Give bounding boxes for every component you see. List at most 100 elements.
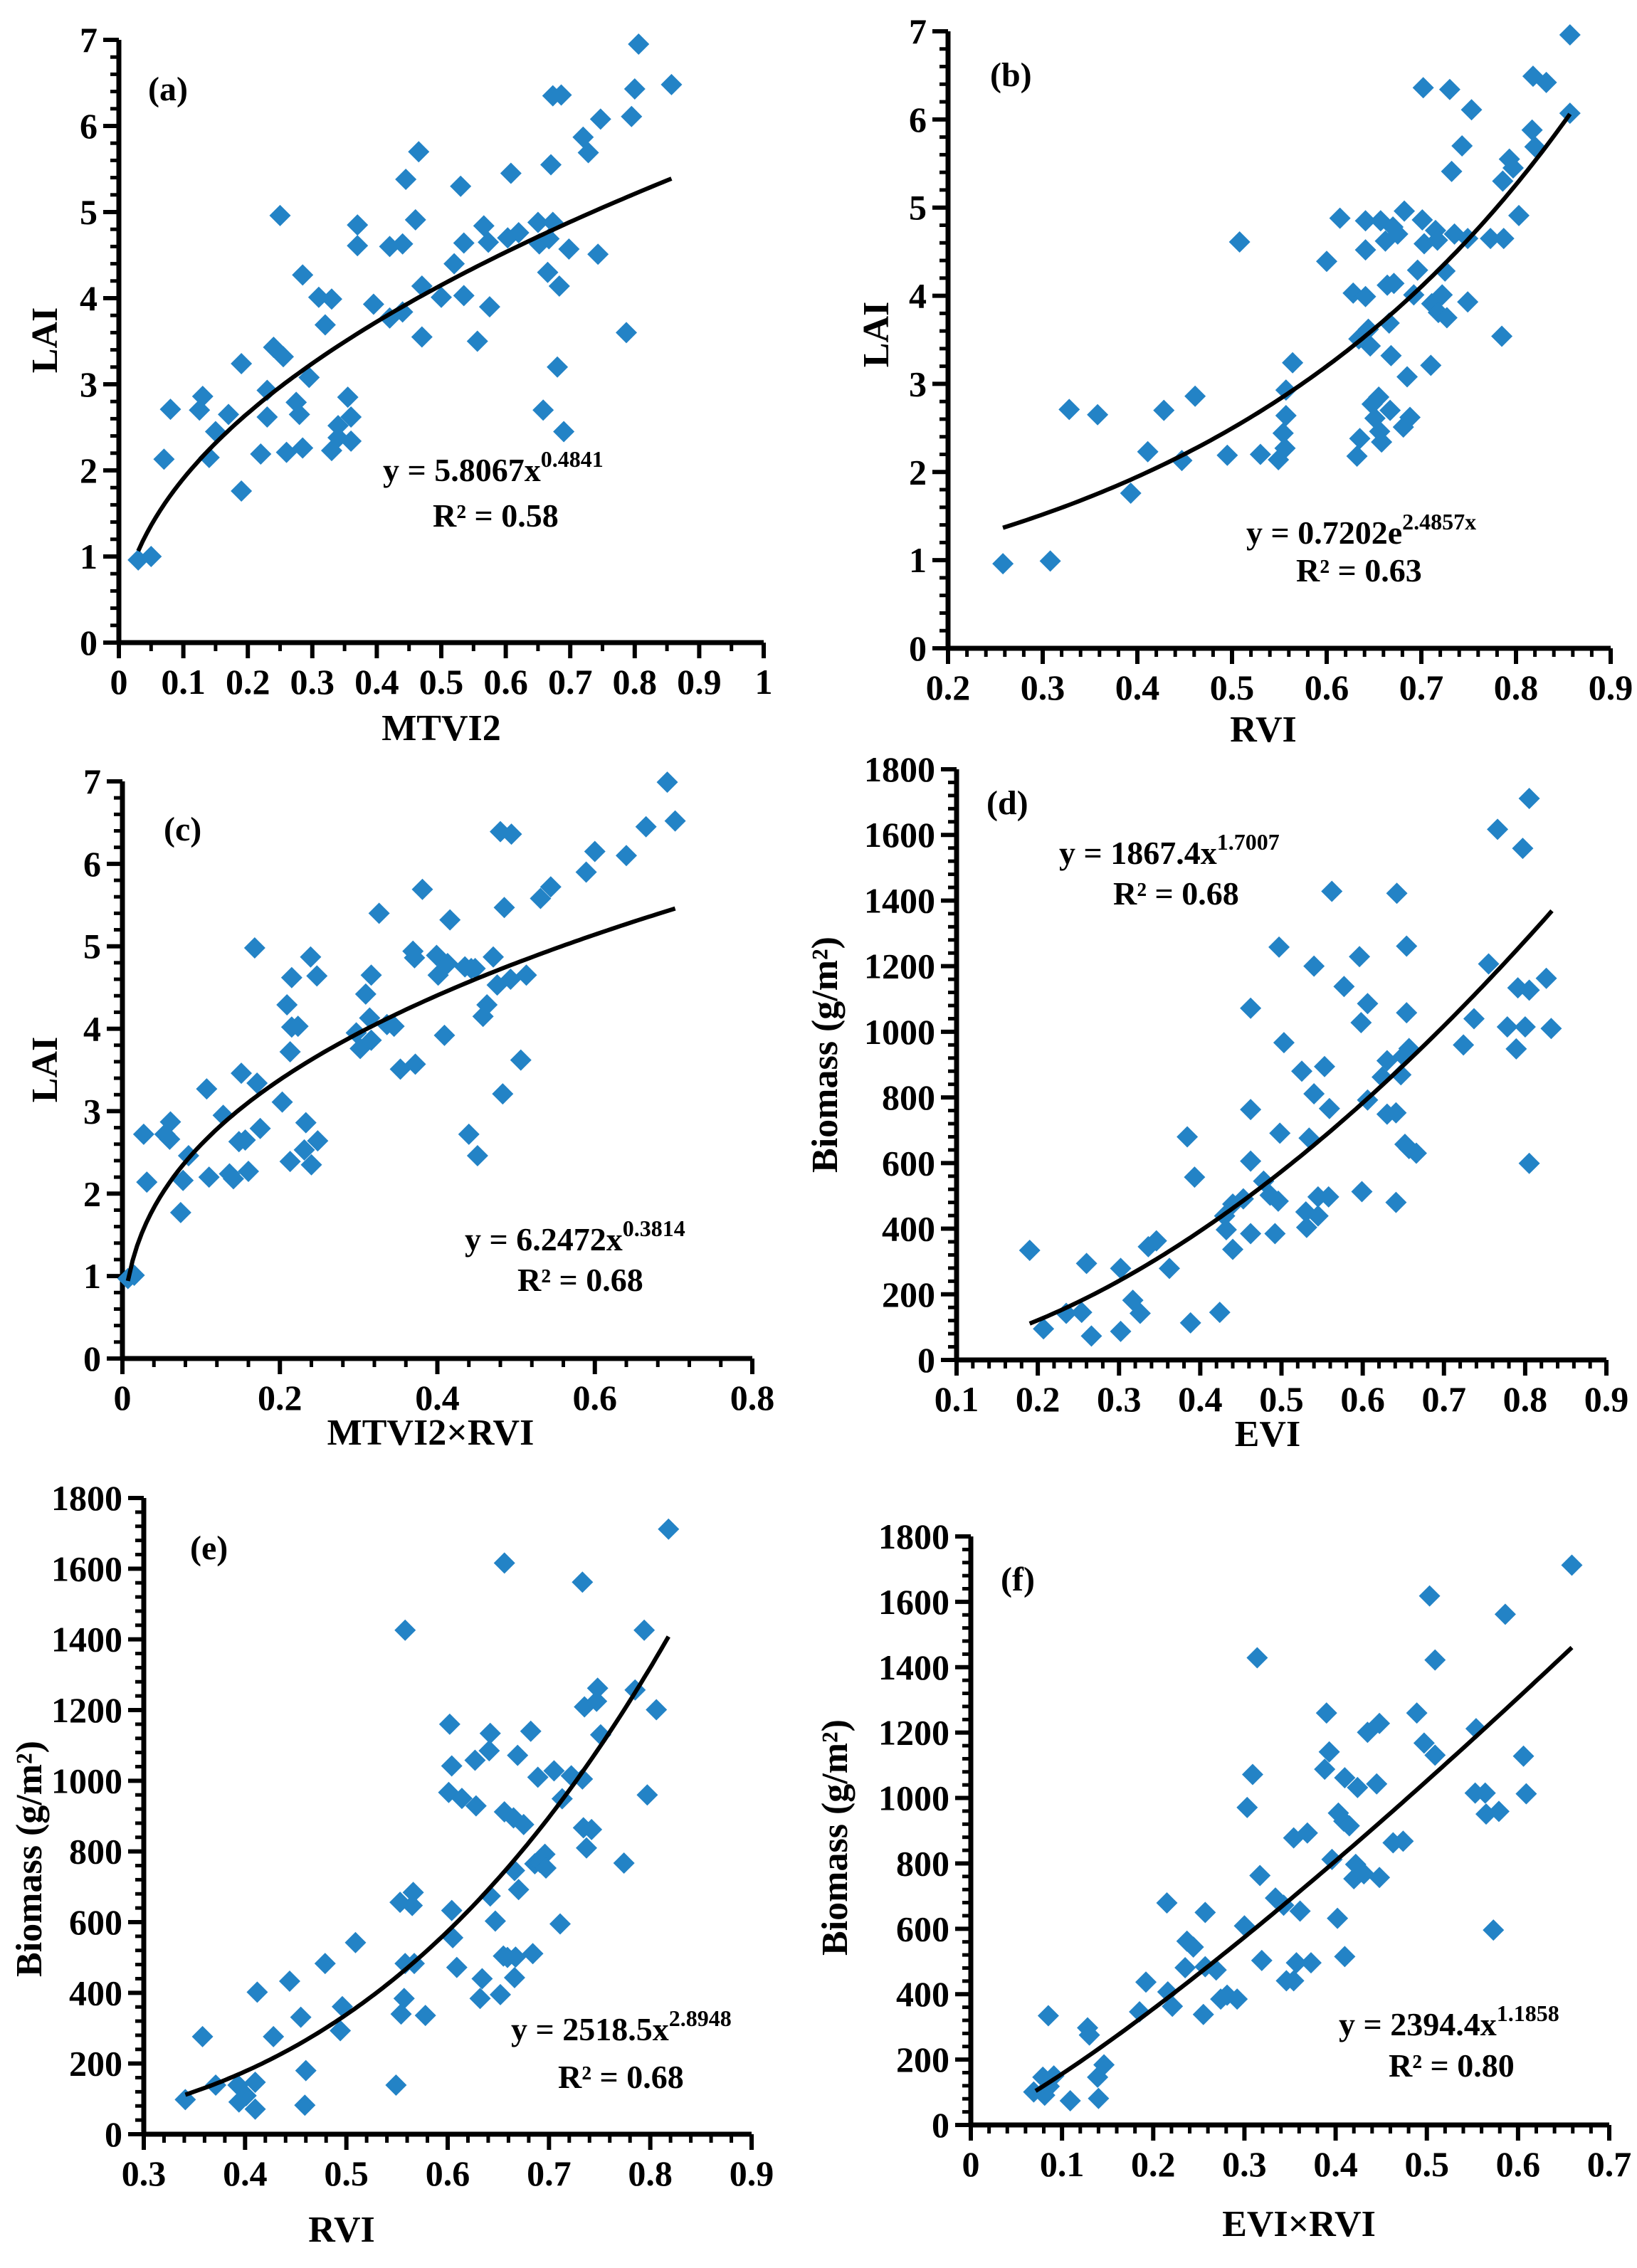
data-point [344, 1931, 367, 1953]
data-point [527, 1766, 549, 1788]
data-point [1058, 399, 1080, 421]
data-point [1376, 1050, 1398, 1072]
data-point [505, 1946, 527, 1968]
data-point [1018, 1239, 1041, 1261]
y-tick-label: 1600 [864, 815, 935, 855]
data-point [1315, 1702, 1337, 1724]
equation-base: y = 0.7202e [1246, 515, 1402, 551]
equation-exponent: 1.1858 [1497, 2000, 1559, 2026]
data-point [466, 330, 488, 352]
trend-line [136, 176, 673, 552]
data-point [271, 1091, 293, 1113]
data-point [438, 1713, 460, 1735]
data-point [479, 1722, 501, 1744]
data-point [340, 430, 362, 452]
x-tick-label: 0.7 [1399, 668, 1444, 707]
data-point [1354, 239, 1377, 261]
data-point [280, 966, 302, 988]
data-point [1153, 399, 1175, 421]
x-tick-label: 0.8 [1494, 668, 1539, 707]
data-point [1333, 976, 1355, 998]
data-point [572, 1768, 594, 1790]
data-point [1240, 1099, 1262, 1121]
data-point [1275, 379, 1297, 401]
data-point [1396, 366, 1418, 388]
data-point [1480, 228, 1502, 250]
data-point [1215, 1218, 1237, 1240]
data-point [390, 2003, 412, 2025]
data-point [1535, 967, 1557, 989]
data-point [411, 326, 433, 348]
data-point [633, 1619, 656, 1641]
y-axis-title: LAI [25, 307, 65, 373]
equation-base: y = 1867.4x [1059, 835, 1217, 871]
data-point [492, 1083, 514, 1105]
x-tick-label: 0 [114, 1378, 132, 1418]
data-point [246, 1981, 268, 2003]
data-point [1314, 1758, 1336, 1781]
equation-exponent: 0.4841 [541, 446, 604, 472]
data-point [307, 286, 330, 308]
data-point [549, 1913, 571, 1935]
data-point [1351, 1181, 1373, 1203]
y-tick-label: 1000 [864, 1012, 935, 1052]
regression-equation: y = 5.8067x0.4841 [383, 446, 604, 488]
data-point [1494, 1603, 1516, 1625]
data-point [512, 1813, 535, 1835]
y-tick-label: 5 [80, 192, 98, 232]
data-point [1502, 157, 1525, 179]
data-point [453, 285, 475, 307]
x-tick-label: 0.1 [161, 662, 206, 702]
data-point [1406, 1702, 1428, 1724]
data-point [1392, 1830, 1414, 1852]
x-tick-label: 0.9 [1589, 668, 1633, 707]
data-point [1518, 788, 1540, 810]
data-point [490, 1983, 512, 2005]
x-tick-label: 0 [962, 2144, 980, 2184]
data-point [464, 1749, 486, 1771]
x-tick-label: 0.2 [1016, 1379, 1060, 1419]
trend-line [184, 1635, 670, 2097]
data-point [222, 1168, 244, 1190]
data-point [589, 108, 611, 130]
data-point [443, 253, 465, 275]
data-point [288, 404, 310, 426]
y-tick-label: 6 [83, 844, 101, 884]
trend-line [1034, 1645, 1574, 2093]
y-tick-label: 1800 [864, 749, 935, 789]
data-point [1457, 291, 1479, 313]
y-tick-label: 0 [932, 2105, 949, 2145]
y-tick-label: 1 [83, 1256, 101, 1296]
data-point [368, 902, 390, 924]
data-point [249, 1117, 271, 1139]
y-axis-title: LAI [25, 1037, 65, 1102]
data-point [1540, 1018, 1562, 1040]
x-tick-label: 0.8 [613, 662, 658, 702]
data-point [575, 1837, 597, 1859]
data-point [1535, 71, 1557, 93]
data-point [484, 1910, 506, 1932]
data-point [1174, 1957, 1196, 1979]
data-point [1493, 228, 1515, 250]
y-tick-label: 1200 [878, 1713, 949, 1753]
x-tick-label: 0.3 [1021, 668, 1065, 707]
data-point [439, 909, 461, 931]
data-point [436, 953, 458, 975]
data-point [1394, 200, 1416, 222]
data-point [159, 1128, 181, 1150]
data-point [293, 1139, 315, 1161]
regression-equation: y = 2394.4x1.1858 [1339, 2000, 1559, 2042]
trend-line [1002, 112, 1572, 530]
panel-label: (b) [990, 56, 1032, 94]
x-tick-label: 0.2 [258, 1378, 302, 1418]
data-point [1070, 1302, 1093, 1324]
data-point [1413, 1732, 1435, 1754]
data-point [1289, 1900, 1311, 1922]
data-point [584, 840, 606, 863]
x-axis-title: MTVI2×RVI [327, 1413, 535, 1453]
data-point [231, 480, 253, 502]
x-tick-label: 0.6 [1305, 668, 1349, 707]
x-tick-label: 0.5 [419, 662, 464, 702]
r-squared: R² = 0.68 [558, 2059, 684, 2095]
data-point [246, 1072, 268, 1095]
